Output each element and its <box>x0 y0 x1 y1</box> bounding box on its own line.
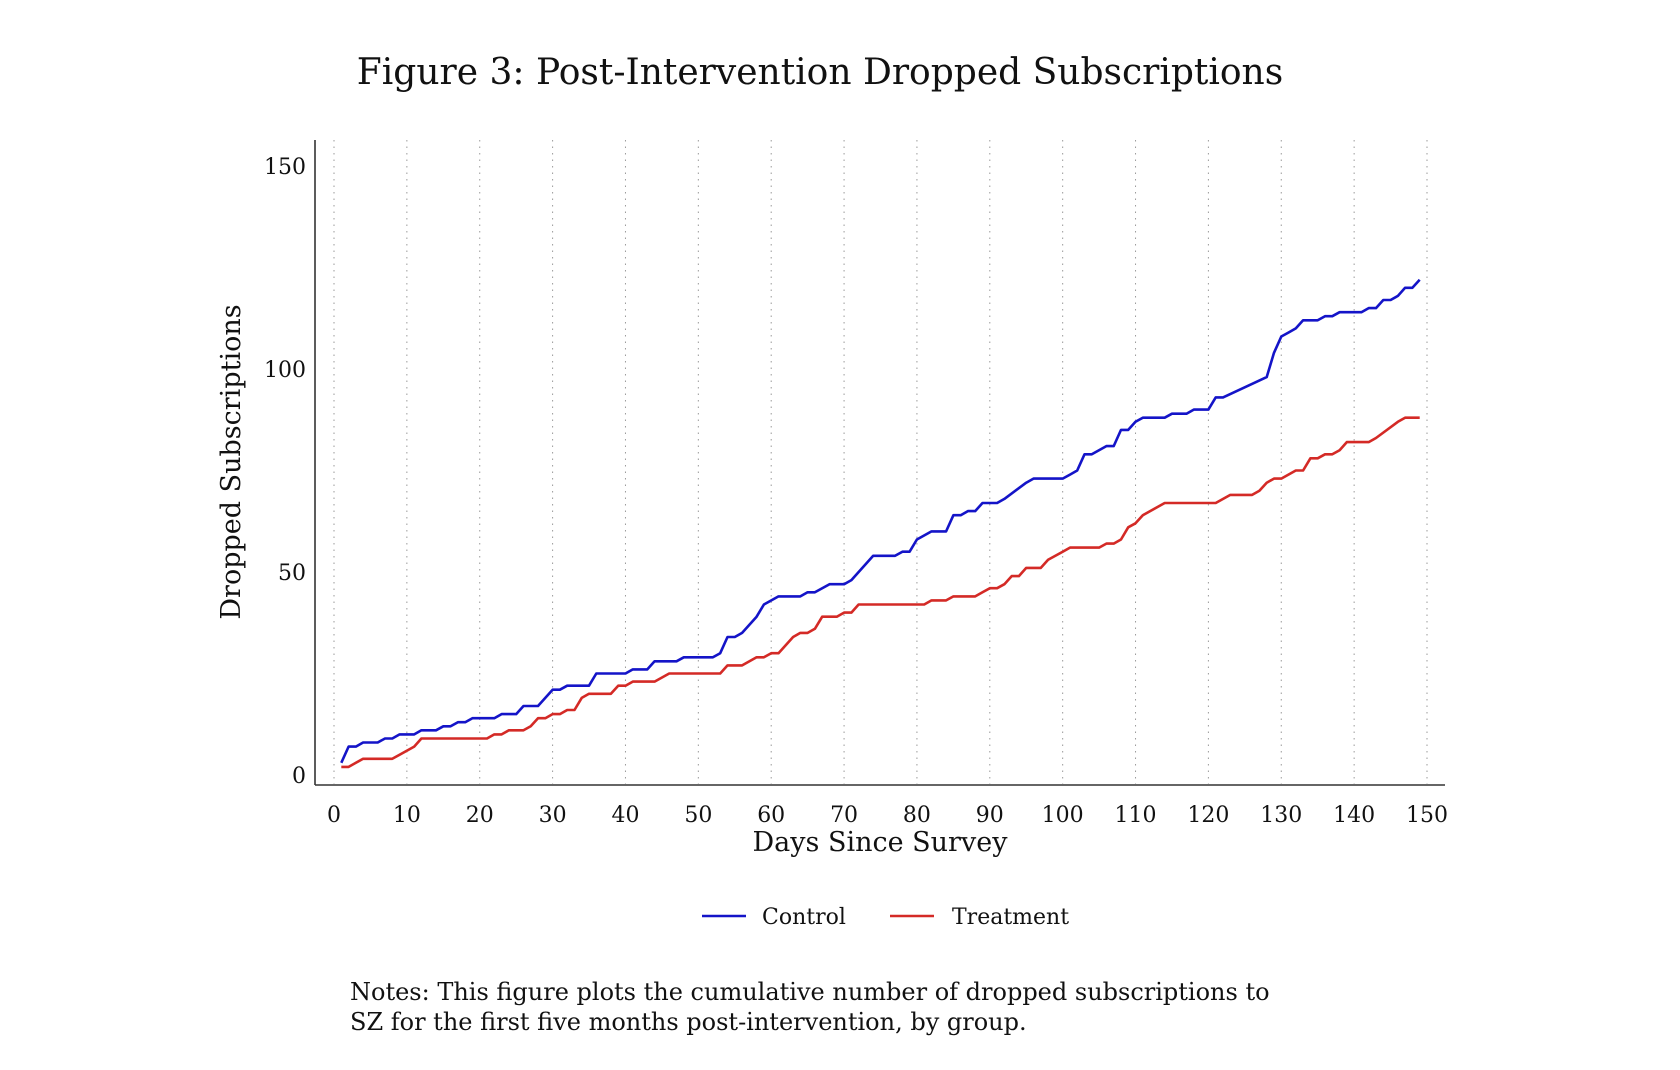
x-tick-label-50: 50 <box>684 803 712 828</box>
y-tick-label-0: 0 <box>292 764 306 789</box>
data-series <box>340 278 1421 769</box>
x-tick-label-20: 20 <box>466 803 494 828</box>
notes-line-2: SZ for the first five months post-interv… <box>350 1008 1027 1036</box>
x-tick-label-120: 120 <box>1187 803 1229 828</box>
y-tick-label-100: 100 <box>264 358 306 383</box>
y-tick-label-50: 50 <box>278 561 306 586</box>
y-axis-label: Dropped Subscriptions <box>216 304 247 619</box>
figure-notes: Notes: This figure plots the cumulative … <box>350 977 1350 1037</box>
x-tick-label-70: 70 <box>830 803 858 828</box>
x-tick-label-60: 60 <box>757 803 785 828</box>
x-axis-label: Days Since Survey <box>753 827 1009 858</box>
x-tick-label-100: 100 <box>1042 803 1084 828</box>
x-tick-label-90: 90 <box>976 803 1004 828</box>
line-chart: 0 50 100 150 0 10 20 30 40 50 60 70 80 90 100 110 120 13… <box>216 140 1448 930</box>
axes <box>314 140 1445 786</box>
legend: Control Treatment <box>702 905 1069 930</box>
x-tick-label-40: 40 <box>611 803 639 828</box>
x-tick-label-0: 0 <box>327 803 341 828</box>
x-tick-label-30: 30 <box>539 803 567 828</box>
x-tick-labels: 0 10 20 30 40 50 60 70 80 90 100 110 120 130 140 150 <box>327 803 1448 828</box>
y-tick-label-150: 150 <box>264 155 306 180</box>
x-tick-label-80: 80 <box>903 803 931 828</box>
legend-label-control: Control <box>762 905 846 930</box>
notes-line-1: Notes: This figure plots the cumulative … <box>350 978 1270 1006</box>
x-tick-label-10: 10 <box>393 803 421 828</box>
grid-lines <box>333 140 1428 784</box>
x-tick-label-110: 110 <box>1115 803 1157 828</box>
series-line-control <box>340 278 1421 764</box>
legend-label-treatment: Treatment <box>952 905 1069 930</box>
x-tick-label-140: 140 <box>1333 803 1375 828</box>
x-tick-label-130: 130 <box>1260 803 1302 828</box>
series-line-treatment <box>341 416 1420 769</box>
figure-title: Figure 3: Post-Intervention Dropped Subs… <box>356 52 1284 93</box>
x-tick-label-150: 150 <box>1406 803 1448 828</box>
y-tick-labels: 0 50 100 150 <box>264 155 306 789</box>
